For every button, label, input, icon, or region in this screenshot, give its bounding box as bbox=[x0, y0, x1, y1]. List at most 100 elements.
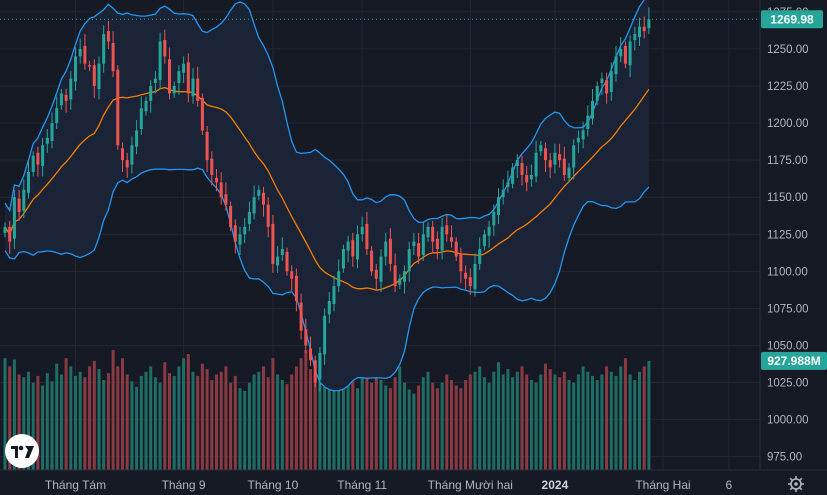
candle bbox=[323, 308, 327, 365]
volume-bar bbox=[36, 375, 40, 470]
x-tick-label: Tháng Tám bbox=[45, 478, 106, 492]
candle-body bbox=[468, 277, 472, 287]
volume-bar bbox=[534, 382, 538, 470]
volume-bar bbox=[102, 380, 106, 470]
price-axis-ticks: 1275.001250.001225.001200.001175.001150.… bbox=[767, 7, 809, 464]
candle bbox=[370, 246, 374, 276]
volume-bar bbox=[497, 362, 500, 470]
candle-body bbox=[130, 145, 134, 165]
candle bbox=[233, 219, 237, 254]
candle-body bbox=[619, 48, 623, 57]
volume-bar bbox=[313, 374, 317, 470]
volume-bar bbox=[426, 371, 430, 470]
volume-bar bbox=[407, 389, 411, 470]
candle-body bbox=[572, 145, 576, 168]
volume-bar bbox=[351, 381, 355, 470]
candle-body bbox=[454, 241, 458, 257]
x-tick-label: 6 bbox=[725, 478, 732, 492]
candle bbox=[435, 231, 439, 260]
candle bbox=[12, 189, 16, 250]
candle-body bbox=[642, 26, 646, 32]
candle bbox=[529, 164, 533, 187]
candle-body bbox=[285, 252, 289, 272]
candle bbox=[332, 275, 336, 312]
candle bbox=[31, 151, 35, 177]
volume-bar bbox=[647, 360, 651, 470]
volume-bar bbox=[285, 384, 289, 470]
x-tick-label: Tháng 9 bbox=[162, 478, 206, 492]
last-price-badge: 1269.98 bbox=[761, 10, 823, 29]
volume-bar bbox=[539, 374, 543, 470]
candle bbox=[365, 212, 369, 256]
candle-body bbox=[628, 41, 632, 66]
candle-body bbox=[511, 167, 515, 184]
last-price-badge-bg bbox=[761, 10, 823, 29]
candle-body bbox=[323, 315, 327, 355]
volume-bar bbox=[111, 350, 115, 470]
volume-bar bbox=[511, 377, 515, 470]
volume-bar bbox=[388, 388, 392, 470]
volume-bar bbox=[327, 382, 331, 470]
volume-bar bbox=[638, 371, 641, 470]
volume-bar bbox=[450, 380, 453, 470]
candle bbox=[581, 121, 585, 149]
volume-bar bbox=[163, 362, 167, 470]
volume-bar bbox=[215, 374, 218, 470]
candle bbox=[492, 204, 496, 236]
candle bbox=[534, 140, 538, 183]
candle-body bbox=[605, 80, 609, 94]
candle bbox=[638, 17, 641, 46]
candle-body bbox=[111, 42, 115, 72]
volume-bar bbox=[125, 374, 129, 470]
candle-body bbox=[365, 223, 369, 250]
moving-average-line bbox=[4, 86, 650, 291]
bollinger-upper-line bbox=[4, 0, 645, 223]
volume-bar bbox=[431, 382, 435, 470]
candle-body bbox=[464, 272, 468, 279]
candle bbox=[172, 81, 176, 98]
candle-body bbox=[558, 154, 562, 161]
time-axis-ticks: Tháng Tám Tháng 9 Tháng 10 Tháng 11 Tháng Mư… bbox=[45, 478, 733, 492]
candle bbox=[515, 154, 519, 178]
candle-body bbox=[351, 240, 355, 257]
candle-body bbox=[200, 97, 204, 131]
candle bbox=[431, 220, 435, 254]
volume-bar bbox=[492, 371, 496, 470]
volume-bar bbox=[374, 374, 378, 470]
candle-body bbox=[41, 145, 45, 167]
volume-bar bbox=[520, 366, 524, 470]
candle-body bbox=[379, 256, 383, 282]
candle-body bbox=[313, 360, 317, 383]
candle bbox=[106, 20, 110, 49]
volume-bar bbox=[8, 366, 12, 470]
volume-bar bbox=[290, 374, 294, 470]
volume-bar bbox=[12, 359, 16, 470]
candle-body bbox=[403, 271, 406, 282]
x-tick-label: 2024 bbox=[542, 478, 569, 492]
candle-body bbox=[529, 174, 533, 180]
candle bbox=[464, 265, 468, 290]
y-tick-label: 1100.00 bbox=[767, 266, 808, 278]
candle-body bbox=[426, 226, 430, 238]
candle-body bbox=[182, 63, 186, 73]
volume-bar bbox=[50, 381, 54, 470]
candle bbox=[572, 139, 576, 180]
volume-bar bbox=[83, 377, 87, 470]
y-tick-label: 1150.00 bbox=[767, 192, 808, 204]
volume-bar bbox=[205, 369, 209, 470]
x-tick-label: Tháng 11 bbox=[337, 478, 387, 492]
volume-bar bbox=[487, 382, 491, 470]
candle bbox=[356, 225, 359, 269]
volume-bar bbox=[41, 385, 45, 470]
volume-bar bbox=[27, 371, 30, 470]
candle bbox=[116, 65, 120, 150]
tradingview-logo-icon[interactable] bbox=[5, 434, 39, 468]
settings-gear-icon[interactable] bbox=[788, 476, 804, 492]
volume-bar bbox=[59, 374, 63, 470]
candle-body bbox=[262, 192, 265, 205]
candle-body bbox=[431, 226, 435, 242]
volume-bar bbox=[464, 380, 468, 470]
candle bbox=[506, 170, 510, 193]
volume-bar bbox=[182, 358, 186, 470]
